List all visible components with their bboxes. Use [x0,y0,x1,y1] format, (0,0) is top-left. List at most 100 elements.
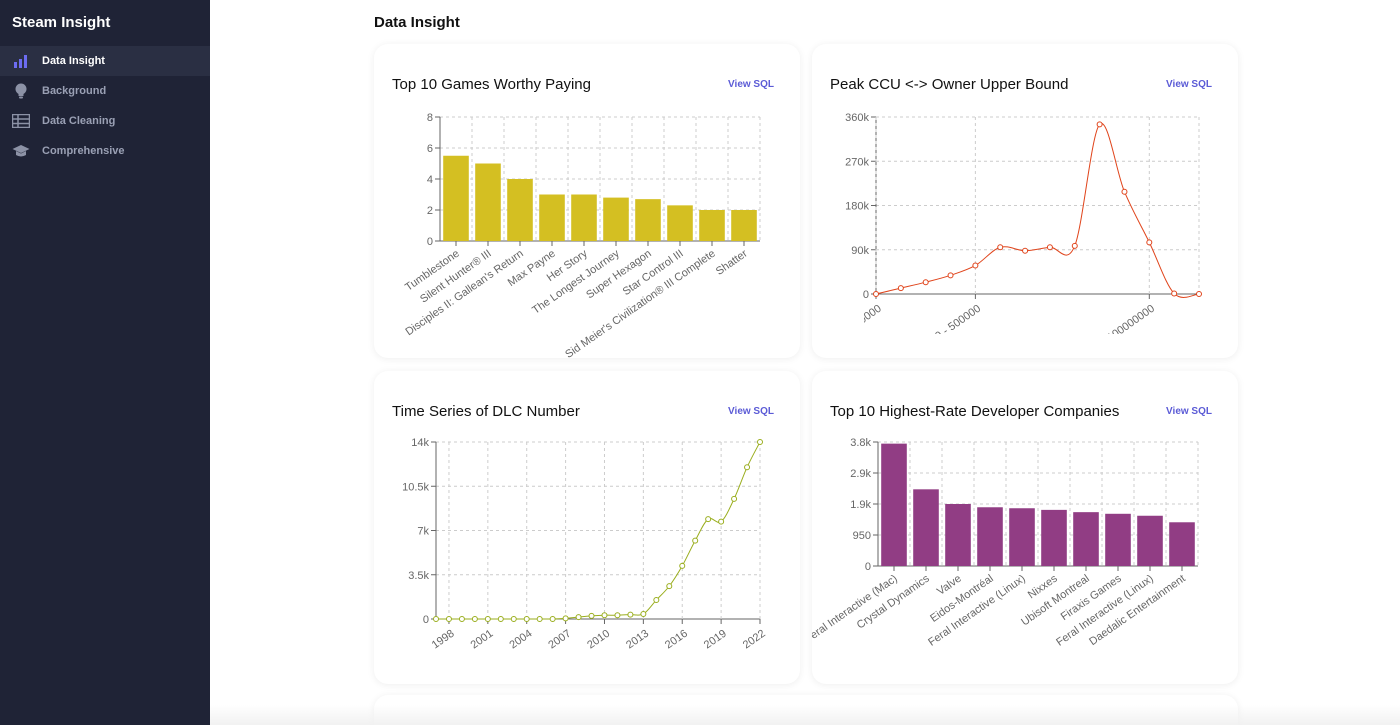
bar [571,194,597,241]
data-point [1022,247,1029,254]
bar [1169,522,1195,566]
y-tick-label: 3.8k [850,437,871,449]
data-point [922,279,929,286]
card-title: Top 10 Games Worthy Paying [392,76,591,93]
data-point [1171,290,1178,297]
card-dlc-series: Time Series of DLC Number View SQL 0 3.5k… [374,371,800,684]
sidebar-item-label: Comprehensive [42,145,125,157]
x-tick-labels: 1998 2001 2004 2007 2010 2013 2016 2019 2022 [430,628,768,652]
y-tick-label: 10.5k [402,481,429,493]
data-point [614,612,621,619]
y-tick-label: 270k [845,156,869,168]
y-tick-label: 0 [863,289,869,301]
bar [539,194,565,241]
sidebar-item-comprehensive[interactable]: Comprehensive [0,136,210,166]
view-sql-button[interactable]: View SQL [1166,406,1212,417]
x-tick-label: 1998 [430,628,457,652]
card-peak-ccu: Peak CCU <-> Owner Upper Bound View SQL … [812,44,1238,358]
sidebar-item-background[interactable]: Background [0,76,210,106]
bar [881,443,907,566]
data-point [692,537,699,544]
data-point [471,616,478,622]
graduation-cap-icon [12,142,30,160]
y-tick-label: 14k [411,437,429,449]
x-tick-label: 200000 - 500000 [908,303,983,358]
data-point [484,616,491,622]
bar [1041,509,1067,566]
y-tick-label: 180k [845,201,869,213]
data-point [433,616,439,622]
sidebar-item-label: Background [42,85,107,97]
bar [507,179,533,241]
bar [945,504,971,566]
sidebar-item-data-insight[interactable]: Data Insight [0,46,210,76]
x-tick-label: 2013 [624,628,651,652]
data-point [757,439,763,445]
data-point [1071,242,1078,249]
data-point [458,616,465,622]
view-sql-button[interactable]: View SQL [728,406,774,417]
page-title: Data Insight [374,14,460,31]
data-point [744,464,751,471]
card-title: Time Series of DLC Number [392,403,580,420]
lightbulb-icon [12,82,30,100]
data-point [997,244,1004,251]
y-tick-label: 7k [417,526,429,538]
x-tick-label: Shatter [714,247,750,277]
data-point [666,583,673,590]
sidebar-item-data-cleaning[interactable]: Data Cleaning [0,106,210,136]
bar [731,210,757,241]
sidebar-item-label: Data Insight [42,55,105,67]
data-point [653,597,660,604]
data-point [1196,291,1202,297]
y-tick-label: 2 [427,205,433,217]
x-tick-label: 2007 [546,628,573,652]
data-point [575,614,582,621]
x-tick-label: 2004 [508,628,535,652]
data-point [947,272,954,279]
card-top-games: Top 10 Games Worthy Paying View SQL 0 2 4 6… [374,44,800,358]
data-point [445,616,452,622]
app-title: Steam Insight [12,14,111,31]
data-point [588,612,595,619]
x-tick-label: 2022 [741,628,768,652]
table-icon [12,112,30,130]
bar [1009,508,1035,566]
sidebar-item-label: Data Cleaning [42,115,116,127]
card-developers: Top 10 Highest-Rate Developer Companies … [812,371,1238,684]
bar [635,199,661,241]
bar [475,163,501,241]
view-sql-button[interactable]: View SQL [1166,79,1212,90]
sidebar-nav: Data Insight Background Data Cleaning Co… [0,46,210,166]
y-tick-label: 1.9k [850,499,871,511]
y-tick-label: 4 [427,174,433,186]
data-point [627,611,634,618]
x-tick-labels: 0 - 20000 200000 - 500000 50000000 - 10000… [839,303,1157,358]
y-tick-label: 0 [423,614,429,626]
peak-ccu-line-chart: 0 90k 180k 270k 360k 0 - 20000 200000 - 500000… [839,112,1202,358]
data-point [536,616,543,622]
y-tick-label: 360k [845,112,869,124]
data-point [718,518,725,525]
data-point [731,495,738,502]
y-tick-label: 6 [427,143,433,155]
bar [667,205,693,241]
data-point [549,616,556,622]
card-title: Top 10 Highest-Rate Developer Companies [830,403,1120,420]
x-tick-label: 50000000 - 100000000 [1057,303,1157,358]
data-point [523,616,530,622]
data-point [873,291,879,297]
y-tick-label: 8 [427,112,433,124]
x-tick-label: 0 - 20000 [839,303,884,339]
x-tick-label: 2016 [663,628,690,652]
bar [1073,512,1099,566]
data-point [601,612,608,619]
view-sql-button[interactable]: View SQL [728,79,774,90]
x-tick-label: 2010 [585,628,612,652]
y-tick-label: 950 [853,530,871,542]
bar [603,197,629,241]
y-tick-label: 0 [427,236,433,248]
series-line [875,123,1200,298]
